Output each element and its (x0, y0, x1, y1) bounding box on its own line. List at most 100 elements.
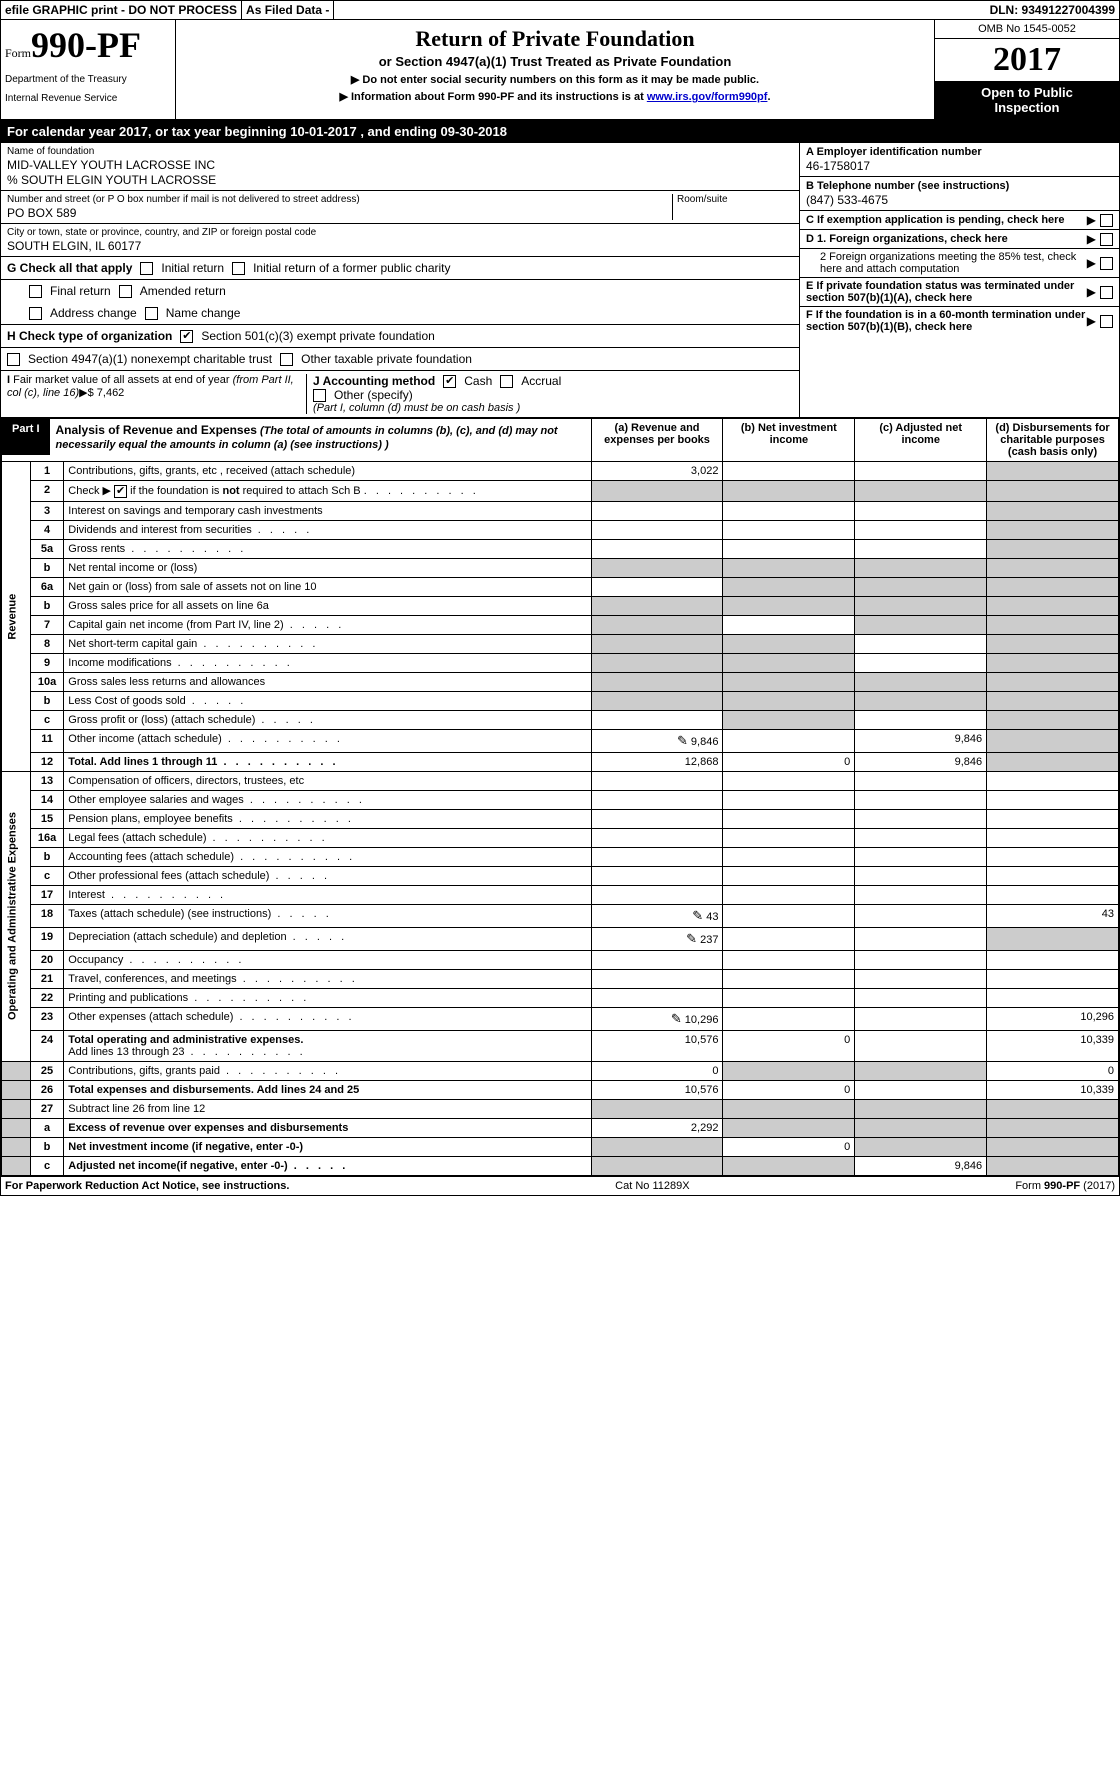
form-container: efile GRAPHIC print - DO NOT PROCESS As … (0, 0, 1120, 1196)
arrow-icon: ▶ (1087, 232, 1096, 246)
dln-label: DLN: 93491227004399 (986, 1, 1119, 19)
row-num: 24 (30, 1030, 64, 1061)
row-num: a (30, 1118, 64, 1137)
chk-amended[interactable] (119, 285, 132, 298)
arrow-icon: ▶ (1087, 256, 1096, 270)
ssn-warning: ▶ Do not enter social security numbers o… (184, 73, 926, 86)
row-desc: Travel, conferences, and meetings (64, 969, 591, 988)
row-desc: Net gain or (loss) from sale of assets n… (64, 577, 591, 596)
chk-4947[interactable] (7, 353, 20, 366)
row-desc: Taxes (attach schedule) (see instruction… (64, 904, 591, 927)
row-desc: Occupancy (64, 950, 591, 969)
row-desc: Legal fees (attach schedule) (64, 828, 591, 847)
row-num: 9 (30, 653, 64, 672)
chk-e[interactable] (1100, 286, 1113, 299)
arrow-icon: ▶ (1087, 213, 1096, 227)
row-desc: Accounting fees (attach schedule) (64, 847, 591, 866)
chk-final[interactable] (29, 285, 42, 298)
top-black-row: efile GRAPHIC print - DO NOT PROCESS As … (1, 1, 1119, 20)
j-label: J Accounting method (313, 374, 435, 388)
opt-initial: Initial return (161, 261, 224, 275)
foundation-name: MID-VALLEY YOUTH LACROSSE INC (7, 158, 793, 172)
row-num: 26 (30, 1080, 64, 1099)
row-num: b (30, 691, 64, 710)
row-num: 5a (30, 539, 64, 558)
part1-header-row: Part I Analysis of Revenue and Expenses … (2, 419, 1119, 462)
row-desc: Subtract line 26 from line 12 (64, 1099, 591, 1118)
row-desc: Compensation of officers, directors, tru… (64, 771, 591, 790)
title-block: Form990-PF Department of the Treasury In… (1, 20, 1119, 120)
open-line1: Open to Public (939, 85, 1115, 100)
row-num: 12 (30, 752, 64, 771)
row-num: 19 (30, 927, 64, 950)
chk-other-tax[interactable] (280, 353, 293, 366)
col-c-header: (c) Adjusted net income (855, 419, 987, 462)
chk-address[interactable] (29, 307, 42, 320)
city-value: SOUTH ELGIN, IL 60177 (7, 239, 793, 253)
col-b-header: (b) Net investment income (723, 419, 855, 462)
row-desc: Less Cost of goods sold (64, 691, 591, 710)
cash-basis-note: (Part I, column (d) must be on cash basi… (313, 402, 793, 414)
row-desc: Contributions, gifts, grants, etc , rece… (64, 462, 591, 481)
row-desc: Interest on savings and temporary cash i… (64, 501, 591, 520)
chk-501c3[interactable] (180, 330, 193, 343)
row-desc: Net short-term capital gain (64, 634, 591, 653)
info-pre: ▶ Information about Form 990-PF and its … (339, 91, 646, 103)
row-num: 8 (30, 634, 64, 653)
h-row2: Section 4947(a)(1) nonexempt charitable … (1, 348, 799, 371)
row-num: 23 (30, 1007, 64, 1030)
opt-accrual: Accrual (521, 374, 561, 388)
h-label: H Check type of organization (7, 329, 172, 343)
cell-val: 12,868 (591, 752, 723, 771)
entity-info: Name of foundation MID-VALLEY YOUTH LACR… (1, 143, 1119, 418)
part1-title-cell: Analysis of Revenue and Expenses (The to… (50, 419, 591, 455)
row-desc: Other income (attach schedule) (64, 729, 591, 752)
phone-cell: B Telephone number (see instructions) (8… (800, 177, 1119, 211)
row-num: 13 (30, 771, 64, 790)
d2-cell: 2 Foreign organizations meeting the 85% … (800, 249, 1119, 278)
chk-other-method[interactable] (313, 389, 326, 402)
row-num: 25 (30, 1061, 64, 1080)
irs-link[interactable]: www.irs.gov/form990pf (647, 91, 768, 103)
chk-cash[interactable] (443, 375, 456, 388)
pencil-icon: ✎ (692, 908, 703, 923)
row-num: c (30, 710, 64, 729)
opt-name: Name change (166, 306, 241, 320)
row-desc: Total expenses and disbursements. Add li… (64, 1080, 591, 1099)
cell-val: 0 (723, 1030, 855, 1061)
row-desc: Gross sales price for all assets on line… (64, 596, 591, 615)
chk-initial-former[interactable] (232, 262, 245, 275)
chk-f[interactable] (1100, 315, 1113, 328)
cell-val: 9,846 (855, 729, 987, 752)
cell-val: 9,846 (855, 752, 987, 771)
row-num: c (30, 1156, 64, 1175)
row-desc: Gross rents (64, 539, 591, 558)
cell-val: ✎ 10,296 (591, 1007, 723, 1030)
chk-initial[interactable] (140, 262, 153, 275)
opt-cash: Cash (464, 374, 492, 388)
form-number: 990-PF (31, 25, 141, 65)
row-num: 18 (30, 904, 64, 927)
chk-c[interactable] (1100, 214, 1113, 227)
row-desc: Net rental income or (loss) (64, 558, 591, 577)
form-title: Return of Private Foundation (184, 26, 926, 52)
cell-val: 0 (723, 752, 855, 771)
chk-name[interactable] (145, 307, 158, 320)
row-desc: Excess of revenue over expenses and disb… (64, 1118, 591, 1137)
cell-val: 10,576 (591, 1080, 723, 1099)
row-desc: Printing and publications (64, 988, 591, 1007)
row-desc: Gross sales less returns and allowances (64, 672, 591, 691)
row-num: 4 (30, 520, 64, 539)
cell-val: 2,292 (591, 1118, 723, 1137)
cell-val: ✎ 237 (591, 927, 723, 950)
chk-schb[interactable] (114, 485, 127, 498)
chk-d2[interactable] (1100, 257, 1113, 270)
cell-val: 9,846 (855, 1156, 987, 1175)
cell-val: 0 (723, 1137, 855, 1156)
chk-accrual[interactable] (500, 375, 513, 388)
cell-val: ✎ 43 (591, 904, 723, 927)
ein-label: A Employer identification number (806, 146, 1113, 158)
chk-d1[interactable] (1100, 233, 1113, 246)
cell-val: 0 (591, 1061, 723, 1080)
phone-label: B Telephone number (see instructions) (806, 180, 1113, 192)
